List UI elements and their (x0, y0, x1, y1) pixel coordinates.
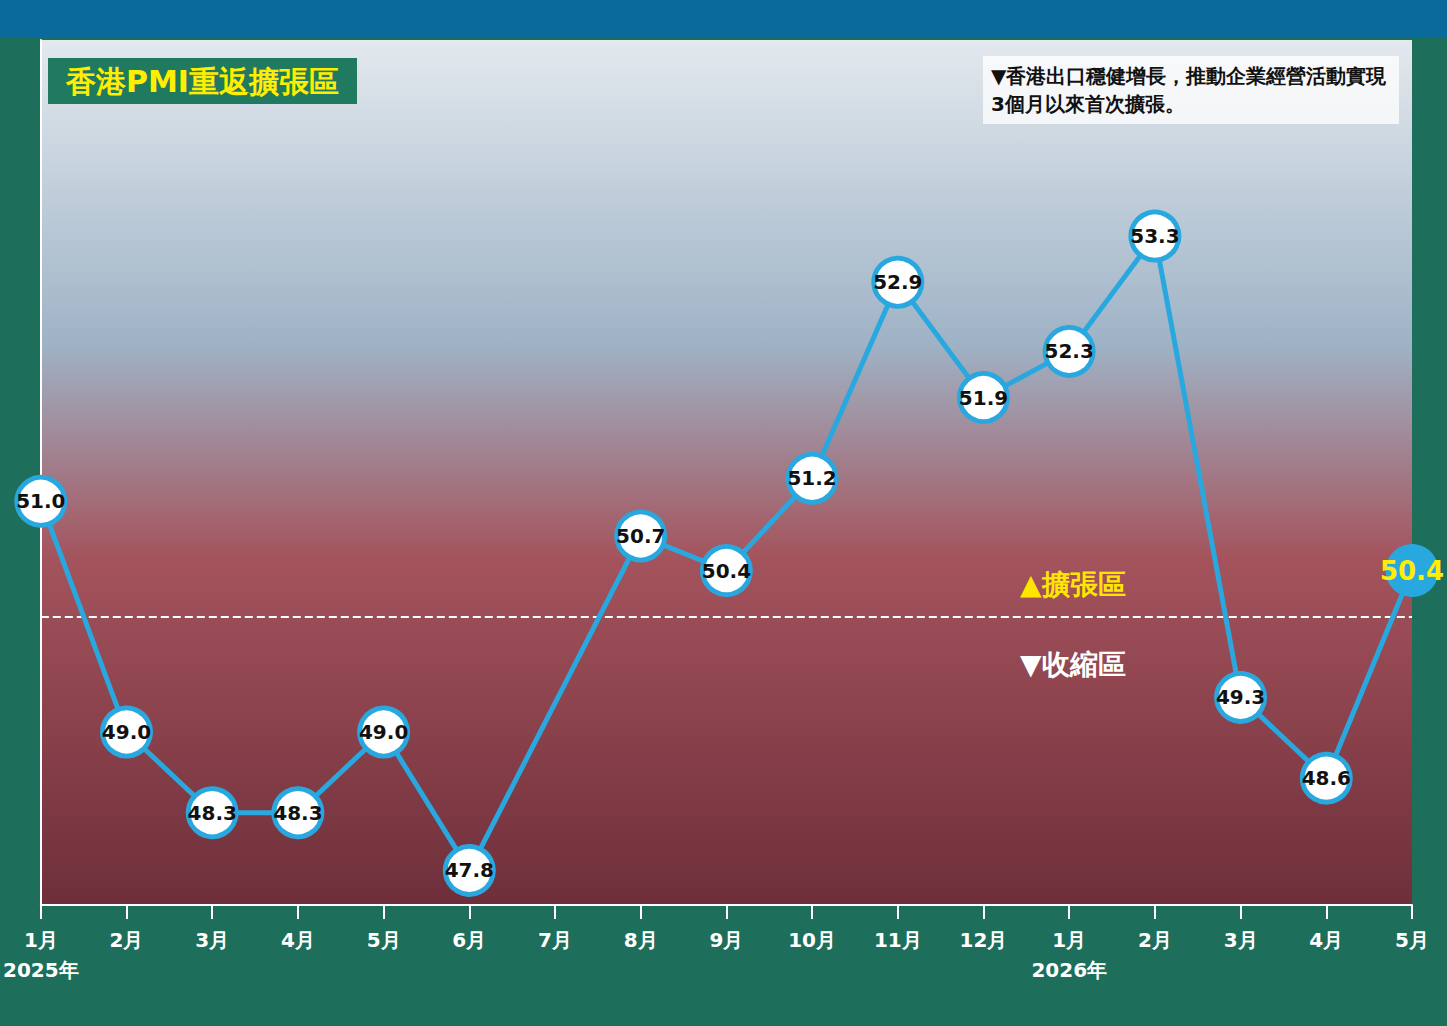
svg-text:5月: 5月 (1395, 928, 1429, 952)
svg-text:12月: 12月 (960, 928, 1008, 952)
svg-text:49.0: 49.0 (102, 720, 151, 744)
svg-text:▲擴張區: ▲擴張區 (1020, 568, 1126, 601)
svg-text:49.3: 49.3 (1216, 685, 1265, 709)
svg-text:51.9: 51.9 (959, 386, 1008, 410)
svg-text:50.7: 50.7 (616, 524, 665, 548)
svg-text:8月: 8月 (624, 928, 658, 952)
svg-text:11月: 11月 (874, 928, 922, 952)
svg-text:3月: 3月 (1224, 928, 1258, 952)
svg-text:2月: 2月 (1138, 928, 1172, 952)
svg-text:1月: 1月 (1052, 928, 1086, 952)
svg-text:6月: 6月 (452, 928, 486, 952)
svg-text:▼香港出口穩健增長，推動企業經營活動實現: ▼香港出口穩健增長，推動企業經營活動實現 (991, 64, 1387, 88)
svg-text:48.6: 48.6 (1302, 766, 1351, 790)
svg-text:47.8: 47.8 (445, 858, 494, 882)
svg-text:5月: 5月 (367, 928, 401, 952)
svg-text:53.3: 53.3 (1130, 224, 1179, 248)
svg-text:香港PMI重返擴張區: 香港PMI重返擴張區 (65, 64, 339, 99)
svg-text:9月: 9月 (709, 928, 743, 952)
svg-text:51.2: 51.2 (787, 466, 836, 490)
svg-text:50.4: 50.4 (1380, 556, 1444, 586)
svg-text:10月: 10月 (788, 928, 836, 952)
svg-text:3月: 3月 (195, 928, 229, 952)
svg-text:2月: 2月 (110, 928, 144, 952)
svg-text:2026年: 2026年 (1031, 958, 1107, 982)
svg-text:48.3: 48.3 (188, 801, 237, 825)
svg-text:1月: 1月 (24, 928, 58, 952)
svg-text:4月: 4月 (1309, 928, 1343, 952)
svg-text:52.3: 52.3 (1045, 339, 1094, 363)
svg-text:51.0: 51.0 (16, 489, 65, 513)
svg-text:49.0: 49.0 (359, 720, 408, 744)
svg-text:48.3: 48.3 (273, 801, 322, 825)
svg-text:3個月以來首次擴張。: 3個月以來首次擴張。 (991, 92, 1185, 116)
svg-text:7月: 7月 (538, 928, 572, 952)
svg-text:▼收縮區: ▼收縮區 (1020, 648, 1126, 681)
svg-text:2025年: 2025年 (3, 958, 79, 982)
svg-text:50.4: 50.4 (702, 559, 751, 583)
svg-text:4月: 4月 (281, 928, 315, 952)
svg-text:52.9: 52.9 (873, 270, 922, 294)
